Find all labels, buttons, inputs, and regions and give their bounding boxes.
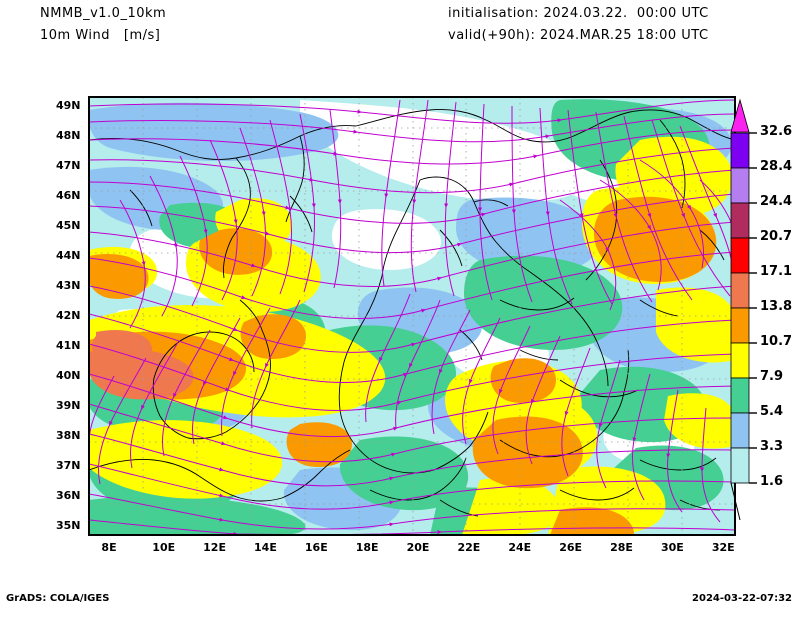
colorbar-tick-label: 1.6 [760,474,784,489]
y-tick-label: 48N [56,129,81,142]
x-tick-label: 16E [304,541,328,554]
wind-streamlines [89,99,735,535]
field-title: 10m Wind [m/s] [40,28,161,43]
colorbar-tick-label: 5.4 [760,404,784,419]
valid-time-text: valid(+90h): 2024.MAR.25 18:00 UTC [448,28,709,43]
y-tick-label: 49N [56,99,81,112]
y-tick-label: 39N [56,399,81,412]
credit-text: GrADS: COLA/IGES [6,593,110,604]
colorbar-tick-label: 13.8 [760,299,793,314]
y-tick-label: 40N [56,369,81,382]
x-tick-label: 22E [457,541,481,554]
x-tick-label: 20E [406,541,430,554]
x-tick-label: 24E [508,541,532,554]
colorbar-tick-label: 20.7 [760,229,793,244]
y-tick-label: 38N [56,429,81,442]
y-tick-label: 42N [56,309,81,322]
x-tick-label: 32E [711,541,735,554]
initialisation-text: initialisation: 2024.03.22. 00:00 UTC [448,6,709,21]
colorbar-tick-label: 10.7 [760,334,793,349]
colorbar-tick-label: 3.3 [760,439,784,454]
x-tick-label: 10E [152,541,176,554]
colorbar-tick-label: 28.4 [760,159,793,174]
x-tick-label: 8E [101,541,117,554]
model-title: NMMB_v1.0_10km [40,6,167,21]
colorbar [730,98,757,521]
x-tick-label: 26E [559,541,583,554]
x-tick-label: 12E [203,541,226,554]
y-tick-label: 37N [56,459,81,472]
generation-timestamp: 2024-03-22-07:32 [692,593,792,604]
colorbar-tick-label: 24.4 [760,194,793,209]
colorbar-tick-label: 32.6 [760,124,793,139]
y-tick-label: 44N [56,249,81,262]
y-tick-label: 45N [56,219,81,232]
y-tick-label: 41N [56,339,81,352]
y-tick-label: 35N [56,519,81,532]
y-tick-label: 47N [56,159,81,172]
x-tick-label: 30E [660,541,684,554]
y-tick-label: 36N [56,489,81,502]
x-tick-label: 18E [355,541,379,554]
colorbar-tick-label: 17.1 [760,264,793,279]
colorbar-tick-label: 7.9 [760,369,784,384]
y-tick-label: 43N [56,279,81,292]
y-tick-label: 46N [56,189,81,202]
x-tick-label: 14E [254,541,277,554]
x-tick-label: 28E [610,541,633,554]
